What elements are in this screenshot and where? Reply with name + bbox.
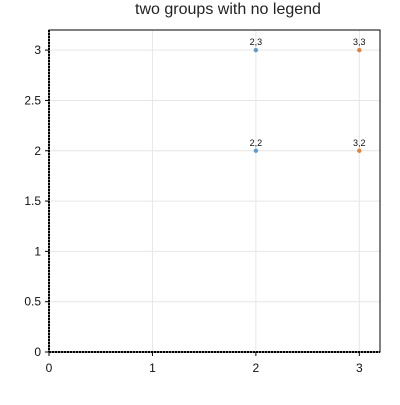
point-label: 2,3 bbox=[250, 37, 263, 47]
x-tick-label: 0 bbox=[46, 361, 53, 375]
axes bbox=[48, 29, 381, 353]
data-labels: 2,2 2,3 3,2 3,3 bbox=[250, 37, 366, 148]
x-tick-label: 2 bbox=[253, 361, 260, 375]
tick-labels: 0 1 2 3 0 0.5 1 1.5 2 2.5 3 bbox=[24, 43, 363, 375]
x-tick-label: 1 bbox=[149, 361, 156, 375]
point-label: 3,3 bbox=[353, 37, 366, 47]
scatter-point bbox=[357, 47, 362, 53]
y-tick-label: 3 bbox=[34, 43, 41, 57]
plot-frame bbox=[48, 29, 381, 353]
y-tick-label: 2 bbox=[34, 144, 41, 158]
scatter-point bbox=[253, 47, 259, 53]
y-tick-label: 0.5 bbox=[24, 295, 41, 309]
scatter-point bbox=[357, 148, 362, 153]
x-tick-label: 3 bbox=[356, 361, 363, 375]
y-tick-label: 2.5 bbox=[24, 93, 41, 107]
grid-lines bbox=[48, 30, 380, 353]
y-tick-label: 0 bbox=[34, 345, 41, 359]
y-tick-label: 1 bbox=[34, 244, 41, 258]
scatter-point bbox=[253, 148, 259, 153]
data-points bbox=[253, 47, 362, 153]
chart-title: two groups with no legend bbox=[135, 1, 321, 18]
point-label: 3,2 bbox=[353, 138, 366, 148]
y-tick-label: 1.5 bbox=[24, 194, 41, 208]
point-label: 2,2 bbox=[250, 138, 263, 148]
